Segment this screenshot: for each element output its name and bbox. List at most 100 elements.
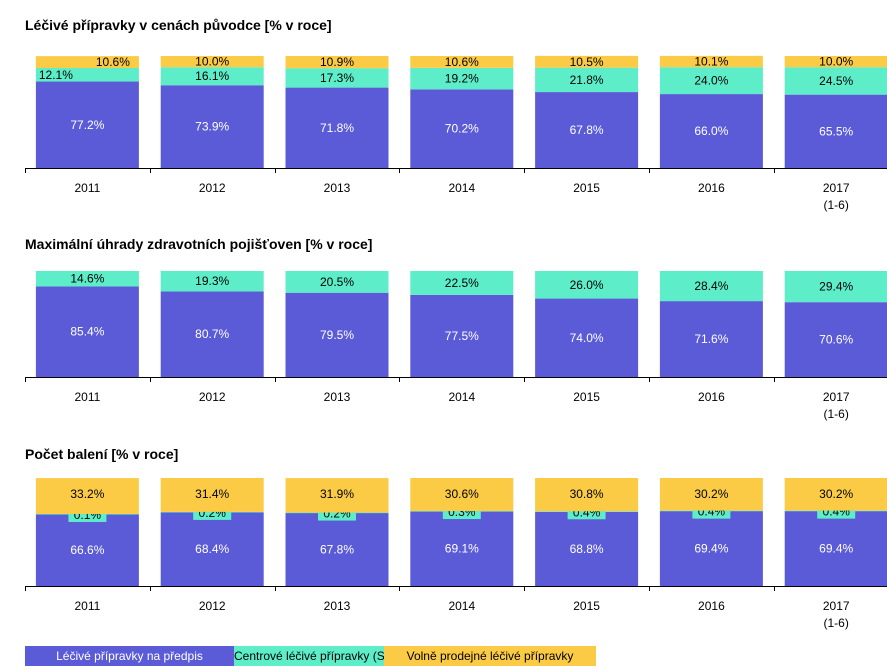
label-1-centrove-4: 19.2% xyxy=(445,72,479,86)
label-1-volne-1: 10.6% xyxy=(96,55,130,69)
bar-2-predpis-1 xyxy=(35,286,139,377)
chart-1-category-1: 2011 xyxy=(74,181,100,195)
bar-3-predpis-6 xyxy=(659,511,763,586)
label-3-volne-4: 30.6% xyxy=(445,487,479,501)
label-2-predpis-2: 80.7% xyxy=(195,327,229,341)
bar-3-volne-5 xyxy=(535,478,639,512)
label-2-predpis-4: 77.5% xyxy=(445,329,479,343)
bar-2-predpis-5 xyxy=(535,298,639,377)
chart-1-category-6: 2016 xyxy=(698,181,725,195)
bar-3-volne-7 xyxy=(784,478,887,511)
chart-2-category-3: 2013 xyxy=(324,390,351,404)
label-3-predpis-5: 68.8% xyxy=(570,542,604,556)
bar-3-predpis-5 xyxy=(535,511,639,586)
label-1-predpis-6: 66.0% xyxy=(694,124,728,138)
label-3-predpis-3: 67.8% xyxy=(320,542,354,556)
label-1-volne-6: 10.1% xyxy=(694,55,728,69)
chart-1-category-5: 2015 xyxy=(573,181,600,195)
bar-1-predpis-5 xyxy=(535,92,639,168)
label-1-centrove-1: 12.1% xyxy=(39,68,73,82)
label-3-predpis-7: 69.4% xyxy=(819,542,853,556)
legend-item-volne: Volně prodejné léčivé přípravky xyxy=(384,646,596,666)
label-1-predpis-7: 65.5% xyxy=(819,124,853,138)
bar-2-centrove-3 xyxy=(285,271,389,293)
label-3-volne-3: 31.9% xyxy=(320,487,354,501)
label-3-volne-5: 30.8% xyxy=(570,487,604,501)
chart-3-category-6: 2016 xyxy=(698,599,725,613)
chart-3-category-7: (1-6) xyxy=(824,616,849,630)
label-2-predpis-3: 79.5% xyxy=(320,328,354,342)
chart-3-category-1: 2011 xyxy=(74,599,100,613)
chart-1-category-7: 2017 xyxy=(823,181,850,195)
bar-2-centrove-2 xyxy=(160,271,264,292)
label-1-volne-4: 10.6% xyxy=(445,55,479,69)
bar-1-volne-4 xyxy=(410,56,514,68)
bar-3-predpis-7 xyxy=(784,511,887,586)
label-1-predpis-1: 77.2% xyxy=(70,118,104,132)
bar-1-centrove-3 xyxy=(285,68,389,88)
label-2-predpis-6: 71.6% xyxy=(694,332,728,346)
bar-1-predpis-6 xyxy=(659,94,763,168)
chart-2-category-6: 2016 xyxy=(698,390,725,404)
bar-3-predpis-3 xyxy=(285,512,389,586)
bar-1-volne-1 xyxy=(35,56,139,68)
bar-2-predpis-6 xyxy=(659,301,763,377)
chart-1-category-2: 2012 xyxy=(199,181,226,195)
label-1-centrove-3: 17.3% xyxy=(320,71,354,85)
bar-1-predpis-1 xyxy=(35,81,139,168)
bar-1-volne-7 xyxy=(784,56,887,68)
label-3-volne-7: 30.2% xyxy=(819,487,853,501)
label-3-predpis-2: 68.4% xyxy=(195,542,229,556)
chart-3-category-2: 2012 xyxy=(199,599,226,613)
label-1-volne-5: 10.5% xyxy=(570,55,604,69)
label-1-predpis-5: 67.8% xyxy=(570,123,604,137)
bar-1-predpis-3 xyxy=(285,87,389,168)
bar-1-predpis-4 xyxy=(410,89,514,168)
chart-1-category-3: 2013 xyxy=(324,181,351,195)
label-2-centrove-1: 14.6% xyxy=(70,272,104,286)
label-2-predpis-1: 85.4% xyxy=(70,325,104,339)
label-3-predpis-6: 69.4% xyxy=(694,542,728,556)
bar-3-predpis-4 xyxy=(410,511,514,586)
legend: Léčivé přípravky na předpis Centrové léč… xyxy=(25,646,596,666)
label-3-volne-1: 33.2% xyxy=(70,487,104,501)
label-2-centrove-3: 20.5% xyxy=(320,275,354,289)
label-1-predpis-2: 73.9% xyxy=(195,120,229,134)
label-3-volne-6: 30.2% xyxy=(694,487,728,501)
label-2-predpis-5: 74.0% xyxy=(570,331,604,345)
chart-2-category-5: 2015 xyxy=(573,390,600,404)
bar-2-centrove-1 xyxy=(35,271,139,287)
bar-1-volne-6 xyxy=(659,55,763,68)
label-2-predpis-7: 70.6% xyxy=(819,333,853,347)
bar-1-centrove-7 xyxy=(784,67,887,95)
bar-2-predpis-4 xyxy=(410,294,514,377)
label-3-predpis-4: 69.1% xyxy=(445,542,479,556)
label-1-centrove-7: 24.5% xyxy=(819,74,853,88)
bar-2-centrove-6 xyxy=(659,271,763,302)
chart-3-title: Počet balení [% v roce] xyxy=(25,446,179,462)
bar-3-volne-3 xyxy=(285,478,389,513)
bar-1-volne-3 xyxy=(285,56,389,69)
bar-1-volne-5 xyxy=(535,55,639,68)
label-2-centrove-7: 29.4% xyxy=(819,280,853,294)
bar-1-predpis-7 xyxy=(784,94,887,168)
label-2-centrove-6: 28.4% xyxy=(694,279,728,293)
bar-1-centrove-2 xyxy=(160,67,264,86)
bar-3-volne-1 xyxy=(35,478,139,514)
chart-2-category-2: 2012 xyxy=(199,390,226,404)
label-3-volne-2: 31.4% xyxy=(195,487,229,501)
chart-1-category-4: 2014 xyxy=(448,181,475,195)
legend-item-centrove: Centrové léčivé přípravky (S) xyxy=(234,646,389,666)
bar-3-predpis-1 xyxy=(35,514,139,586)
bar-1-volne-2 xyxy=(160,56,264,68)
chart-1-category-7: (1-6) xyxy=(824,198,849,212)
bar-2-centrove-4 xyxy=(410,271,514,295)
label-1-volne-3: 10.9% xyxy=(320,55,354,69)
bar-1-centrove-4 xyxy=(410,67,514,90)
label-1-volne-2: 10.0% xyxy=(195,55,229,69)
bar-1-centrove-6 xyxy=(659,67,763,95)
bar-2-predpis-3 xyxy=(285,292,389,377)
chart-3-category-3: 2013 xyxy=(324,599,351,613)
bar-1-predpis-2 xyxy=(160,85,264,168)
